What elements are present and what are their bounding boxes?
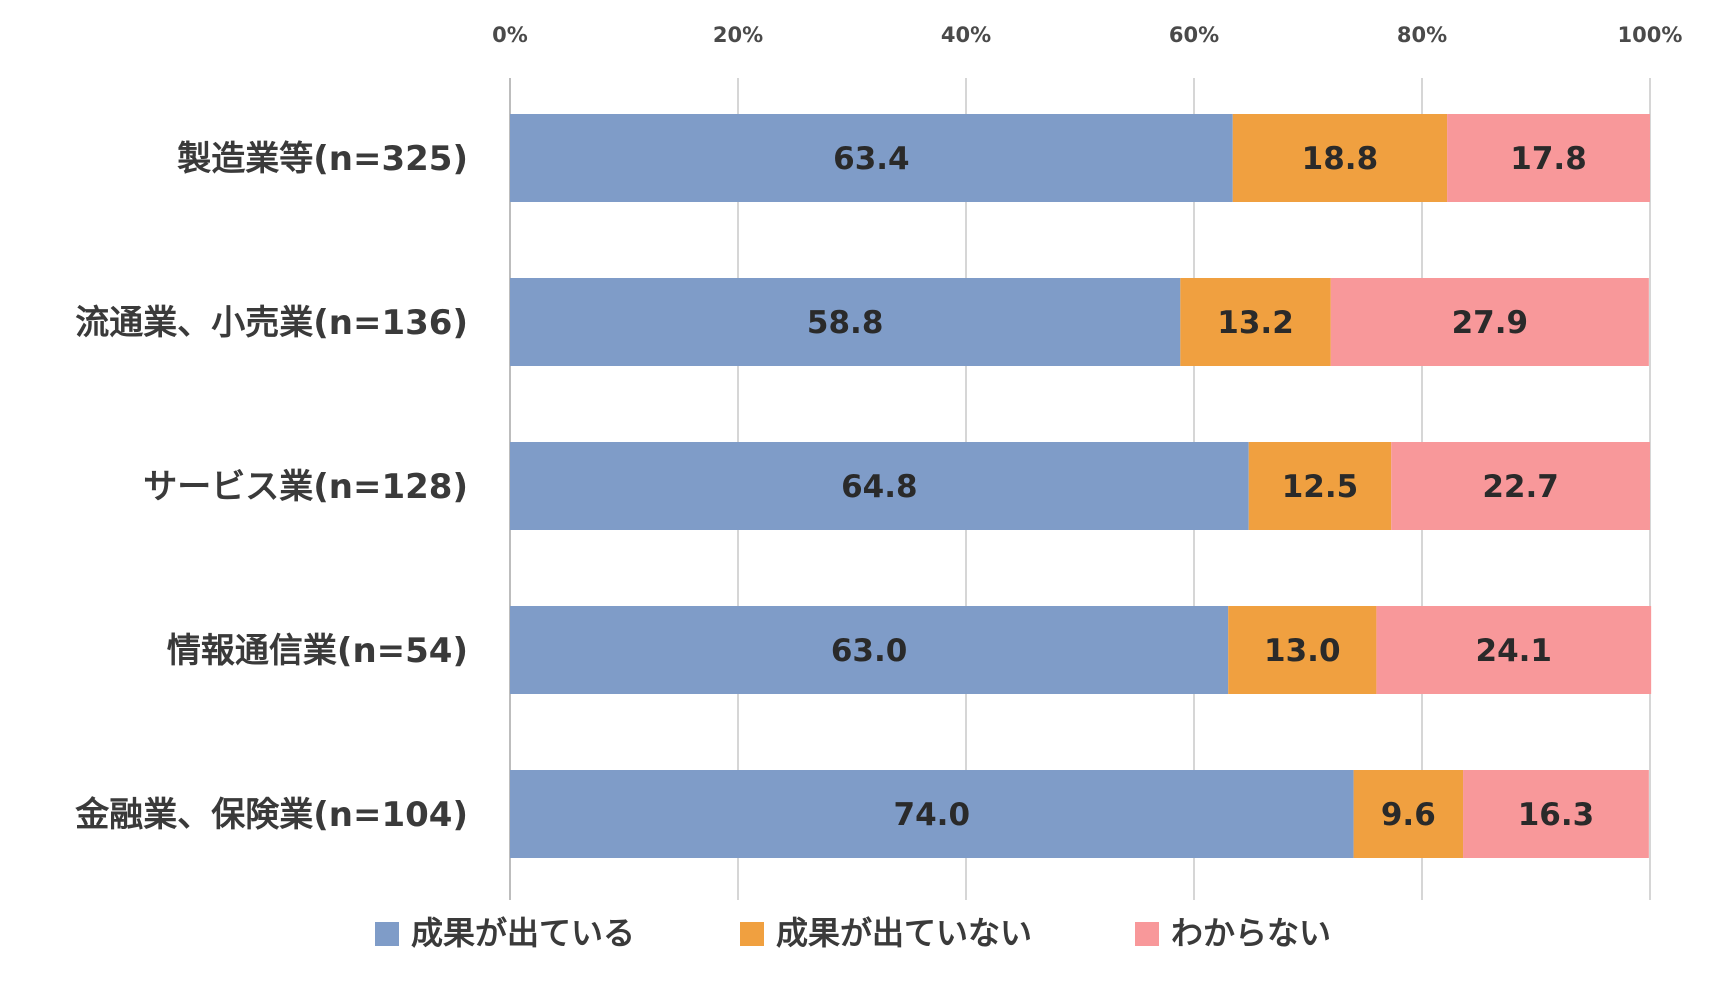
bar-segment — [1330, 278, 1649, 366]
x-tick-label: 100% — [1618, 23, 1683, 47]
bar-segment — [1391, 442, 1650, 530]
x-tick-label: 40% — [941, 23, 991, 47]
category-label: 製造業等(n=325) — [177, 139, 468, 179]
legend-swatch — [375, 922, 399, 946]
category-label: 金融業、保険業(n=104) — [74, 795, 468, 835]
data-label: 27.9 — [1452, 305, 1529, 341]
bar-segment — [1232, 114, 1448, 202]
bar-segment — [1180, 278, 1331, 366]
data-label: 64.8 — [841, 469, 918, 505]
x-tick-label: 0% — [492, 23, 528, 47]
category-labels: 製造業等(n=325) 流通業、小売業(n=136) サービス業(n=128) 情報通… — [74, 139, 468, 835]
data-label: 13.0 — [1264, 633, 1341, 669]
bar-segment — [1248, 442, 1392, 530]
data-label: 9.6 — [1381, 797, 1436, 833]
category-label: サービス業(n=128) — [143, 467, 468, 507]
x-axis-ticks: 0% 20% 40% 60% 80% 100% — [492, 23, 1682, 47]
data-label: 63.4 — [833, 141, 910, 177]
bar-segment — [1463, 770, 1649, 858]
bar-segment — [1353, 770, 1464, 858]
bar-segment — [1447, 114, 1650, 202]
legend-swatch — [1135, 922, 1159, 946]
legend-label: 成果が出ていない — [776, 914, 1032, 952]
bar-segment — [510, 114, 1233, 202]
data-label: 24.1 — [1476, 633, 1553, 669]
category-label: 情報通信業(n=54) — [167, 631, 468, 671]
legend-swatch — [740, 922, 764, 946]
bar-segment — [510, 770, 1354, 858]
data-label: 58.8 — [807, 305, 884, 341]
legend-label: 成果が出ている — [411, 914, 635, 952]
category-label: 流通業、小売業(n=136) — [75, 303, 468, 343]
data-label: 22.7 — [1482, 469, 1559, 505]
data-label: 12.5 — [1282, 469, 1359, 505]
data-label: 16.3 — [1518, 797, 1595, 833]
bar-segment — [1376, 606, 1652, 694]
data-label: 63.0 — [831, 633, 908, 669]
x-tick-label: 80% — [1397, 23, 1447, 47]
legend-label: わからない — [1171, 914, 1331, 952]
bar-segment — [1228, 606, 1377, 694]
bars: 63.4 18.8 17.8 58.8 13.2 27.9 64.8 12.5 22.7 63.0… — [510, 114, 1652, 858]
x-tick-label: 20% — [713, 23, 763, 47]
bar-segment — [510, 606, 1229, 694]
data-label: 18.8 — [1302, 141, 1379, 177]
legend: 成果が出ている 成果が出ていない わからない — [375, 914, 1331, 952]
bar-segment — [510, 442, 1249, 530]
x-tick-label: 60% — [1169, 23, 1219, 47]
bar-segment — [510, 278, 1181, 366]
data-label: 74.0 — [894, 797, 971, 833]
data-label: 13.2 — [1217, 305, 1294, 341]
data-label: 17.8 — [1510, 141, 1587, 177]
